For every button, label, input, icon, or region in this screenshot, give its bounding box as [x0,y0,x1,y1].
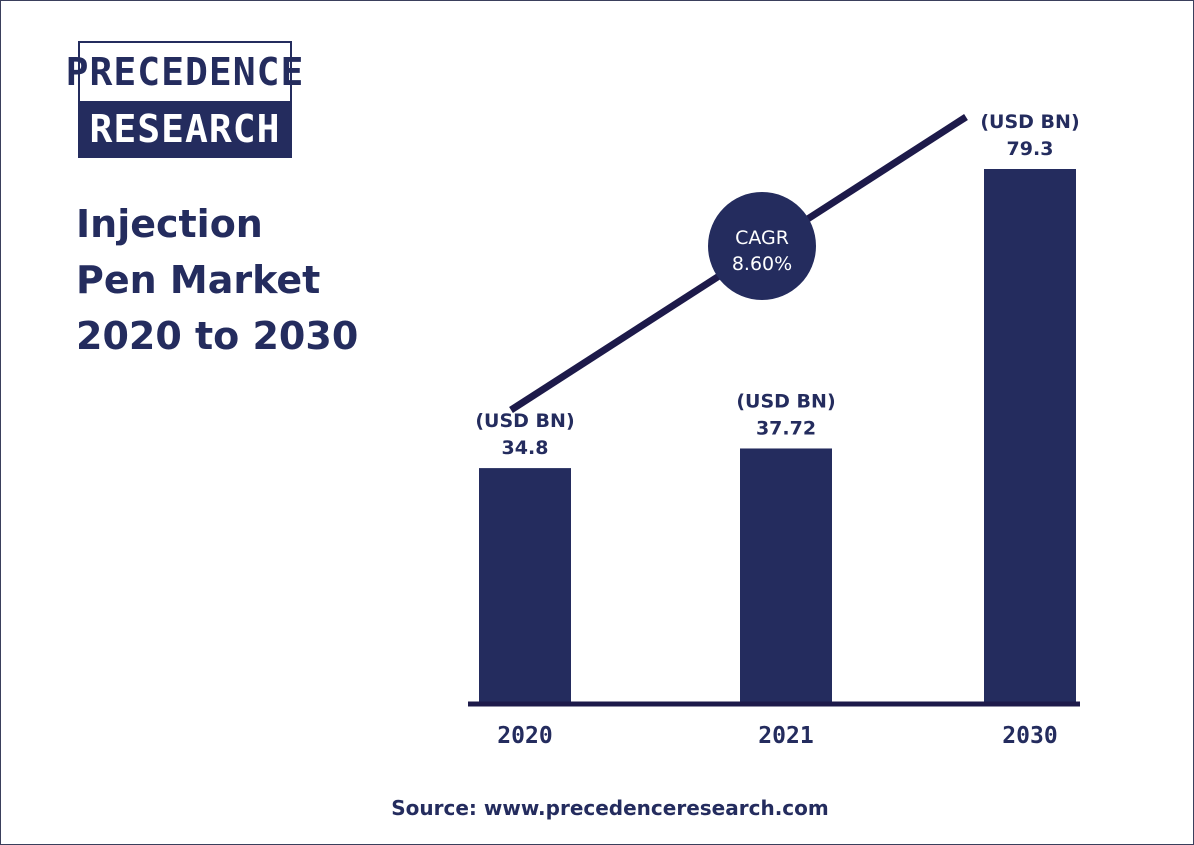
title-line2: Pen Market [76,258,321,302]
bar-2030 [984,169,1076,702]
cagr-circle [708,192,816,300]
bar-2020 [479,468,571,702]
logo-line2: RESEARCH [80,101,290,156]
x-tick-label-2020: 2020 [497,723,552,749]
unit-label-2020: (USD BN) [475,410,574,432]
bar-2021 [740,448,832,702]
value-label-2020: 34.8 [502,437,549,459]
labels-layer: (USD BN) 34.8 2020 (USD BN) 37.72 2021 (USD BN… [475,111,1079,749]
logo: PRECEDENCE RESEARCH [65,41,305,158]
cagr-label: CAGR [735,227,789,249]
x-tick-label-2021: 2021 [758,723,813,749]
unit-label-2030: (USD BN) [980,111,1079,133]
value-label-2030: 79.3 [1007,138,1054,160]
cagr-badge: CAGR 8.60% [708,192,816,300]
cagr-value: 8.60% [732,253,792,275]
logo-line1: PRECEDENCE [65,50,305,94]
title-line3: 2020 to 2030 [76,314,359,358]
value-label-2021: 37.72 [756,417,816,439]
bars-layer [479,169,1076,702]
source-text: Source: www.precedenceresearch.com [391,796,829,820]
x-tick-label-2030: 2030 [1002,723,1057,749]
title-line1: Injection [76,202,263,246]
unit-label-2021: (USD BN) [736,390,835,412]
chart-title: Injection Pen Market 2020 to 2030 [76,196,416,364]
